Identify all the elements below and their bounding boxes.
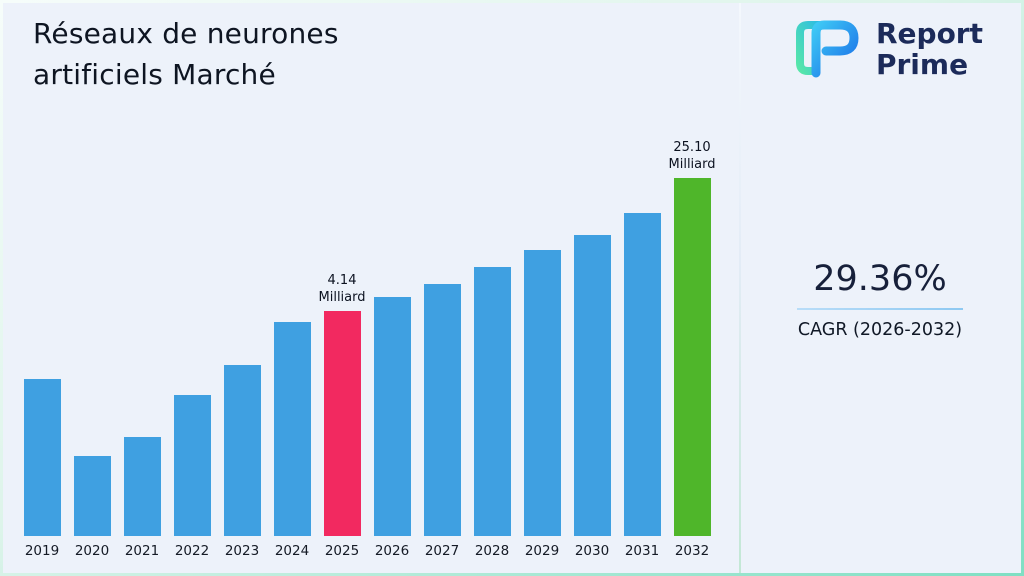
bar-2031: [623, 213, 661, 536]
bar-column-2032: 25.10 Milliard 2032: [667, 140, 717, 559]
x-tick-label-2023: 2023: [224, 543, 260, 559]
bar-column-2027: 2027: [417, 284, 467, 559]
x-tick-label-2032: 2032: [674, 543, 710, 559]
bar-column-2019: 2019: [17, 379, 67, 559]
page-title-line1: Réseaux de neurones: [33, 17, 339, 50]
cagr-label: CAGR (2026-2032): [797, 320, 963, 340]
bar-2027: [423, 284, 461, 536]
logo-text-line2: Prime: [875, 48, 969, 81]
x-tick-label-2026: 2026: [374, 543, 410, 559]
x-tick-label-2027: 2027: [424, 543, 460, 559]
x-tick-label-2019: 2019: [24, 543, 60, 559]
bar-2020: [73, 456, 111, 536]
bar-column-2021: 2021: [117, 437, 167, 559]
x-tick-label-2020: 2020: [74, 543, 110, 559]
bar-value-label-line: Milliard: [668, 156, 716, 172]
bar-2022: [173, 395, 211, 536]
bar-chart: 2019 2020 2021 2022 2023 2024 4.14 Milliard 2025…: [17, 140, 717, 559]
x-tick-label-2021: 2021: [124, 543, 160, 559]
page-title: Réseaux de neurones artificiels Marché: [33, 13, 339, 95]
bar-column-2022: 2022: [167, 395, 217, 559]
cagr-underline: [797, 308, 963, 310]
cagr-panel: 29.36% CAGR (2026-2032): [740, 259, 1020, 340]
bar-2023: [223, 365, 261, 536]
bar-column-2025: 4.14 Milliard 2025: [317, 273, 367, 559]
report-prime-logo-icon: [795, 20, 859, 78]
bar-2030: [573, 235, 611, 536]
report-prime-logo: Report Prime: [790, 17, 983, 81]
bar-2024: [273, 322, 311, 536]
bar-value-label-line: 25.10: [673, 140, 711, 155]
bar-column-2031: 2031: [617, 213, 667, 559]
bar-2021: [123, 437, 161, 536]
bar-column-2028: 2028: [467, 267, 517, 559]
bar-column-2026: 2026: [367, 297, 417, 559]
bar-column-2024: 2024: [267, 322, 317, 559]
vertical-divider: [739, 3, 741, 573]
x-tick-label-2028: 2028: [474, 543, 510, 559]
x-tick-label-2022: 2022: [174, 543, 210, 559]
x-tick-label-2031: 2031: [624, 543, 660, 559]
logo-text-line1: Report: [875, 17, 983, 50]
bar-column-2029: 2029: [517, 250, 567, 559]
report-prime-logo-text: Report Prime: [876, 18, 983, 80]
bar-2025: [323, 311, 361, 536]
bar-column-2023: 2023: [217, 365, 267, 559]
bar-2028: [473, 267, 511, 536]
bar-2026: [373, 297, 411, 536]
bar-column-2020: 2020: [67, 456, 117, 559]
bar-value-label-2025: 4.14 Milliard: [319, 273, 366, 306]
x-tick-label-2030: 2030: [574, 543, 610, 559]
bar-2029: [523, 250, 561, 536]
cagr-value: 29.36%: [813, 259, 947, 299]
x-tick-label-2025: 2025: [324, 543, 360, 559]
bar-2019: [23, 379, 61, 536]
bar-value-label-line: 4.14: [327, 273, 357, 288]
bar-2032: [673, 178, 711, 536]
page-title-line2: artificiels Marché: [33, 58, 276, 91]
bar-column-2030: 2030: [567, 235, 617, 559]
bar-value-label-line: Milliard: [318, 289, 366, 305]
x-tick-label-2024: 2024: [274, 543, 310, 559]
bar-value-label-2032: 25.10 Milliard: [669, 140, 716, 173]
x-tick-label-2029: 2029: [524, 543, 560, 559]
